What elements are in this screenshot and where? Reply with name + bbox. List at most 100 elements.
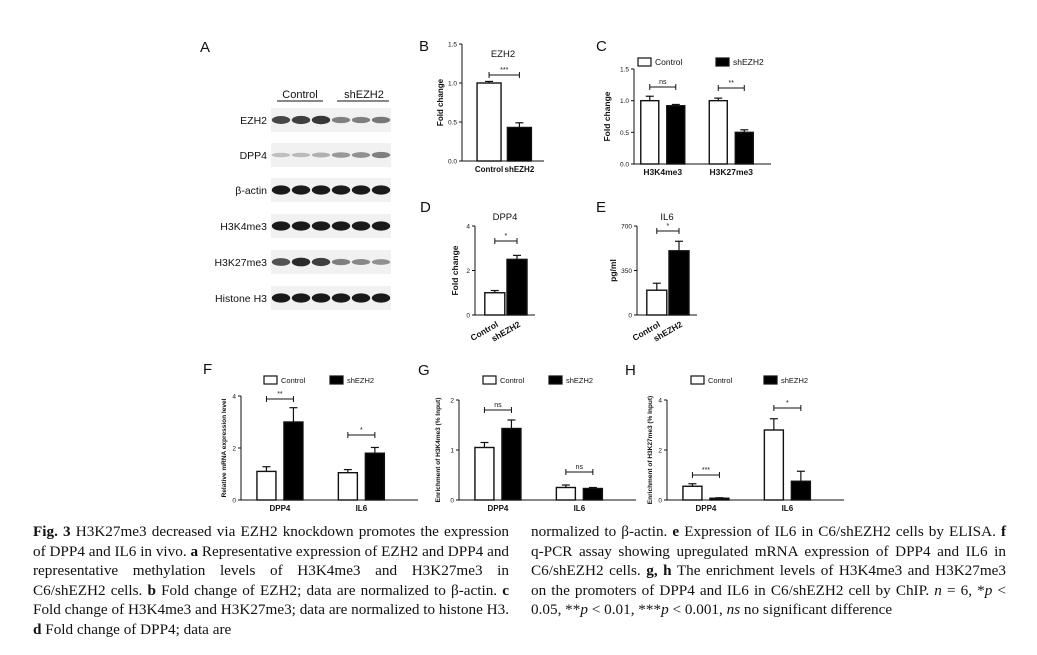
chart-c-legend-swatch-shezh2: [715, 57, 730, 67]
chart-f-legend-swatch-control: [263, 375, 278, 385]
blot-row-label: H3K27me3: [214, 257, 267, 269]
chart-c-tick-label: 1.5: [620, 67, 629, 74]
figure-label: Fig. 3: [33, 523, 71, 540]
chart-g-bar-control: [555, 486, 577, 501]
chart-h-category-label: IL6: [782, 504, 794, 513]
chart-d-tick-label: 2: [466, 268, 470, 275]
blot-row-label: DPP4: [240, 150, 268, 162]
blot-group-label: Control: [282, 89, 317, 101]
chart-f-significance-label: **: [277, 391, 283, 398]
blot-band: [291, 221, 311, 231]
chart-d-title: DPP4: [493, 212, 518, 223]
blot-band: [291, 115, 311, 125]
chart-h-legend-swatch-shezh2: [763, 375, 778, 385]
caption-panel-ref: c: [502, 581, 509, 599]
chart-f-bar-shezh2: [283, 421, 304, 501]
caption-text: Expression of IL6 in C6/shEZH2 cells by …: [679, 523, 1001, 540]
panel-letter-f: F: [203, 361, 212, 378]
blot-band: [331, 185, 351, 195]
chart-c-tick-label: 0.0: [620, 162, 629, 169]
chart-f-category-label: IL6: [356, 504, 368, 513]
blot-band: [351, 258, 371, 266]
blot-band: [331, 258, 351, 266]
blot-group-label: shEZH2: [344, 89, 384, 101]
chart-f-legend-label-shezh2: shEZH2: [347, 376, 374, 385]
chart-f-ylabel: Relative mRNA expression level: [221, 398, 228, 497]
blot-band: [311, 185, 331, 195]
chart-f-significance-label: *: [360, 427, 363, 434]
chart-h-bar-shezh2: [790, 480, 812, 501]
chart-g-category-label: DPP4: [487, 504, 508, 513]
chart-c-category-label: H3K27me3: [710, 167, 754, 177]
blot-band: [371, 221, 391, 231]
blot-band: [371, 293, 391, 303]
chart-b-bar: [476, 82, 502, 162]
caption-text: normalized to β-actin.: [531, 523, 673, 540]
chart-c-tick-label: 0.5: [620, 130, 629, 137]
chart-g-bar-shezh2: [582, 487, 604, 501]
caption-text: Fold change of H3K4me3 and H3K27me3; dat…: [33, 601, 509, 619]
blot-strip: [271, 143, 391, 167]
chart-h-tick-label: 2: [658, 448, 662, 455]
chart-g-bar-shezh2: [501, 427, 522, 501]
caption-panel-ref: f: [1000, 523, 1006, 540]
chart-c-legend-swatch-control: [637, 57, 652, 67]
blot-band: [351, 116, 371, 124]
blot-row-label: Histone H3: [215, 293, 267, 305]
blot-band: [371, 185, 391, 195]
chart-g-legend-label-control: Control: [500, 376, 525, 385]
chart-c-ylabel: Fold change: [602, 91, 612, 141]
caption-text: q-PCR assay showing upregulated mRNA exp…: [531, 542, 1006, 580]
caption-left-column: Fig. 3 H3K27me3 decreased via EZH2 knock…: [33, 522, 509, 640]
chart-d-tick-label: 0: [466, 313, 470, 320]
blot-band: [271, 293, 291, 303]
chart-h-bar-control: [763, 429, 785, 501]
blot-band: [291, 152, 311, 158]
panel-letter-b: B: [419, 38, 429, 55]
caption-text: H3K27me3 decreased via EZH2 knockdown pr…: [33, 523, 510, 560]
blot-band: [371, 151, 391, 159]
blot-band: [311, 293, 331, 303]
chart-f-tick-label: 2: [232, 446, 236, 453]
chart-b-category-label: Control: [475, 165, 503, 174]
chart-f-legend-label-control: Control: [281, 376, 306, 385]
blot-band: [331, 293, 351, 303]
chart-h-bar-shezh2: [709, 497, 730, 501]
chart-g-significance-label: ns: [494, 402, 502, 409]
chart-e-significance-label: *: [667, 223, 670, 230]
caption-panel-ref: b: [147, 581, 156, 599]
chart-g-legend-swatch-control: [482, 375, 497, 385]
chart-b-tick-label: 1.5: [448, 42, 457, 49]
chart-h-legend-swatch-control: [690, 375, 705, 385]
chart-f-bar-control: [256, 470, 277, 501]
caption-italic: p: [580, 601, 588, 619]
chart-d-tick-label: 4: [466, 224, 470, 231]
caption-panel-ref: d: [33, 620, 42, 638]
caption-text: Fold change of DPP4; data are: [41, 620, 232, 638]
caption-italic: n: [934, 581, 942, 599]
chart-c-legend-label-shezh2: shEZH2: [733, 57, 764, 67]
chart-h-bar-control: [682, 485, 703, 501]
chart-c-significance-label: ns: [659, 79, 667, 86]
chart-e-bar: [646, 289, 668, 316]
panel-letter-h: H: [625, 362, 636, 379]
panel-letter-d: D: [420, 199, 431, 216]
chart-c-tick-label: 1.0: [620, 98, 629, 105]
blot-band: [271, 258, 291, 266]
chart-g-ylabel: Enrichment of H3K4me3 (% Input): [435, 398, 442, 503]
chart-g-bar-control: [474, 446, 495, 501]
chart-d-significance-label: *: [505, 233, 508, 240]
blot-row-label: EZH2: [240, 115, 267, 127]
chart-h-tick-label: 0: [658, 498, 662, 505]
blot-strip: [271, 214, 391, 238]
blot-band: [351, 152, 371, 158]
blot-band: [331, 152, 351, 158]
chart-f-category-label: DPP4: [269, 504, 290, 513]
blot-band: [371, 116, 391, 124]
blot-row-label: β-actin: [235, 185, 267, 197]
blot-strip: [271, 250, 391, 274]
chart-e-ylabel: pg/ml: [608, 259, 618, 282]
chart-e-bar: [668, 250, 690, 316]
chart-f-bar-shezh2: [364, 452, 386, 501]
